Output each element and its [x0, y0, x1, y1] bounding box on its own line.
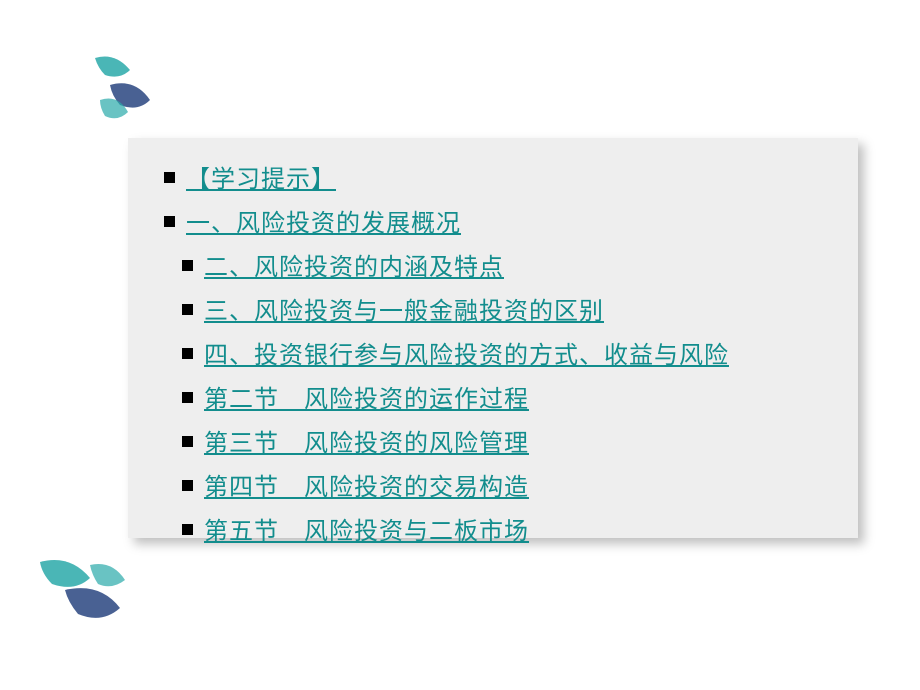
toc-link-section-1[interactable]: 一、风险投资的发展概况 [186, 210, 461, 237]
toc-item: 第二节 风险投资的运作过程 [158, 382, 838, 418]
toc-item: 三、风险投资与一般金融投资的区别 [158, 294, 838, 330]
toc-item: 四、投资银行参与风险投资的方式、收益与风险 [158, 338, 838, 374]
toc-item: 第三节 风险投资的风险管理 [158, 426, 838, 462]
toc-item: 【学习提示】 [158, 162, 838, 198]
toc-link-section-3[interactable]: 三、风险投资与一般金融投资的区别 [204, 298, 604, 325]
toc-link-chapter-5[interactable]: 第五节 风险投资与二板市场 [204, 518, 529, 545]
decoration-top [90, 50, 160, 130]
toc-link-chapter-4[interactable]: 第四节 风险投资的交易构造 [204, 474, 529, 501]
toc-link-section-2[interactable]: 二、风险投资的内涵及特点 [204, 254, 504, 281]
toc-item: 一、风险投资的发展概况 [158, 206, 838, 242]
toc-list: 【学习提示】 一、风险投资的发展概况 二、风险投资的内涵及特点 三、风险投资与一… [158, 162, 838, 550]
toc-link-section-4[interactable]: 四、投资银行参与风险投资的方式、收益与风险 [204, 342, 729, 369]
toc-panel: 【学习提示】 一、风险投资的发展概况 二、风险投资的内涵及特点 三、风险投资与一… [128, 138, 858, 538]
decoration-bottom [30, 550, 140, 640]
toc-link-study-tips[interactable]: 【学习提示】 [186, 166, 336, 193]
toc-link-chapter-3[interactable]: 第三节 风险投资的风险管理 [204, 430, 529, 457]
toc-item: 第四节 风险投资的交易构造 [158, 470, 838, 506]
toc-link-chapter-2[interactable]: 第二节 风险投资的运作过程 [204, 386, 529, 413]
toc-item: 第五节 风险投资与二板市场 [158, 514, 838, 550]
toc-item: 二、风险投资的内涵及特点 [158, 250, 838, 286]
